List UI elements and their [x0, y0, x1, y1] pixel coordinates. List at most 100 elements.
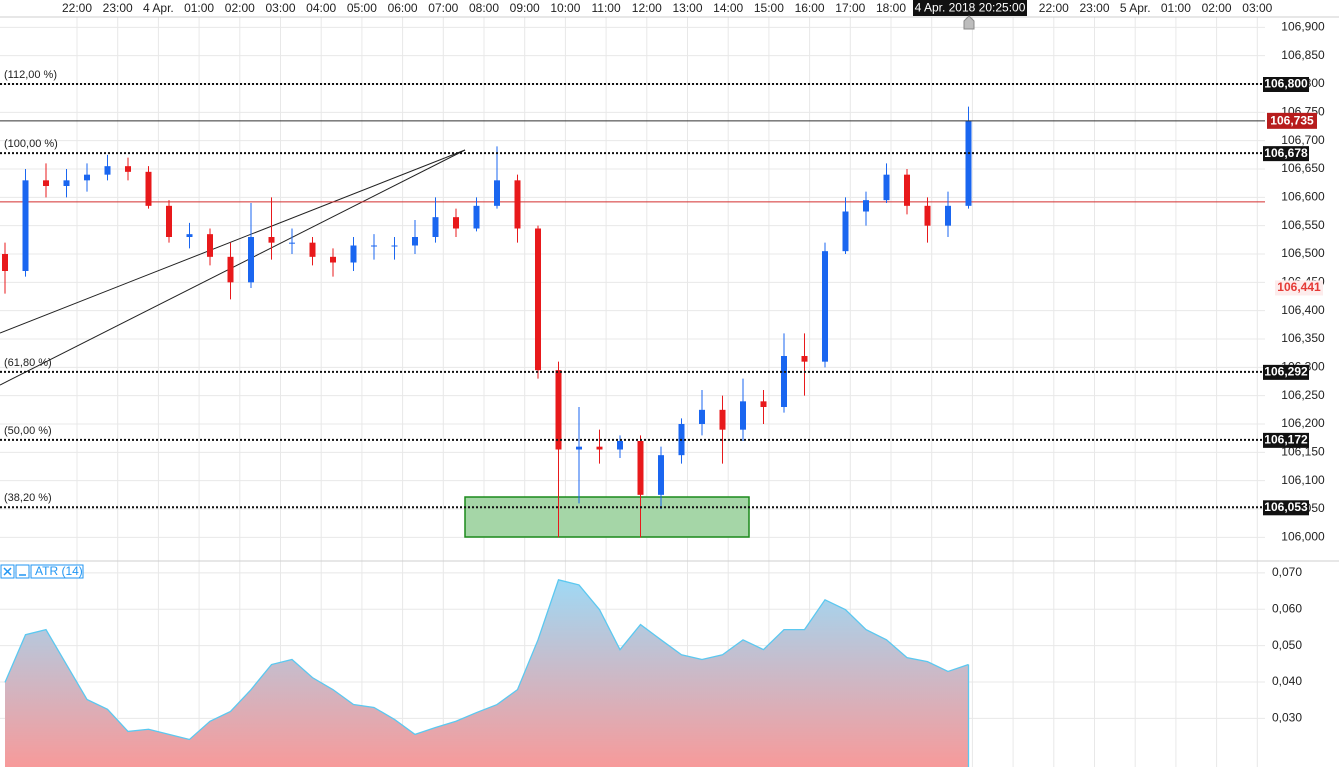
candle-body	[965, 120, 972, 206]
y2-tick-label: 0,030	[1272, 711, 1302, 725]
x-tick-label: 23:00	[103, 1, 133, 15]
x-tick-label: 05:00	[347, 1, 377, 15]
x-tick-label: 08:00	[469, 1, 499, 15]
fib-label: (38,20 %)	[4, 492, 52, 504]
candle-body	[330, 256, 336, 263]
x-tick-label: 01:00	[184, 1, 214, 15]
price-box	[1263, 77, 1309, 92]
candle-body	[145, 171, 152, 206]
price-box-label: 106,292	[1264, 365, 1308, 379]
fib-label: (61,80 %)	[4, 357, 52, 369]
candle-body	[945, 205, 951, 226]
support-zone	[464, 496, 750, 538]
x-tick-label: 11:00	[592, 1, 621, 15]
cursor-label-bg	[913, 0, 1027, 16]
y-tick-label: 106,400	[1281, 303, 1325, 317]
marker-price-box	[1275, 280, 1323, 296]
x-tick-label: 10:00	[550, 1, 580, 15]
candle-body	[207, 234, 213, 257]
minimize-button[interactable]	[15, 564, 30, 579]
y2-tick-label: 0,070	[1272, 565, 1302, 579]
indicator-label: ATR (14)	[35, 564, 83, 578]
y-tick-label: 106,550	[1281, 218, 1325, 232]
x-tick-label: 22:00	[1039, 1, 1069, 15]
candle-body	[309, 242, 316, 257]
candle-body	[596, 446, 603, 450]
x-tick-label: 09:00	[510, 1, 540, 15]
indicator-label-box	[30, 564, 84, 579]
candle-body	[186, 234, 193, 237]
x-tick-label: 22:00	[62, 1, 92, 15]
candle-body	[227, 256, 234, 283]
x-tick-label: 4 Apr.	[143, 1, 174, 15]
x-tick-label: 15:00	[754, 1, 784, 15]
y-tick-label: 106,100	[1281, 473, 1325, 487]
candle-body	[904, 174, 910, 206]
candle-body	[494, 180, 500, 206]
y-tick-label: 106,250	[1281, 388, 1325, 402]
price-box-label: 106,172	[1264, 433, 1308, 447]
x-tick-label: 14:00	[713, 1, 743, 15]
candle-body	[801, 356, 808, 362]
last-price-box	[1267, 112, 1317, 129]
x-tick-label: 01:00	[1161, 1, 1191, 15]
x-tick-label: 18:00	[876, 1, 906, 15]
price-box-label: 106,053	[1264, 500, 1308, 514]
candle-body	[166, 205, 172, 237]
candle-body	[84, 174, 90, 181]
candle-body	[637, 441, 644, 495]
candle-body	[658, 455, 664, 495]
candle-body	[555, 370, 562, 450]
candle-body	[432, 217, 439, 237]
x-tick-label: 04:00	[306, 1, 336, 15]
close-icon	[3, 567, 12, 576]
y-tick-label: 106,150	[1281, 445, 1325, 459]
indicator-controls: ATR (14)	[0, 564, 84, 579]
candle-body	[371, 245, 377, 247]
candle-body	[535, 228, 541, 371]
y2-tick-label: 0,040	[1272, 674, 1302, 688]
time-axis: 22:00 23:00 4 Apr. 01:00 02:00 03:00 04:00 05:0…	[0, 0, 1339, 18]
candle-body	[412, 237, 418, 246]
cursor-label: 4 Apr. 2018 20:25:00	[915, 1, 1026, 15]
atr-area	[5, 579, 969, 767]
candle-body	[576, 446, 582, 450]
y-tick-label: 106,500	[1281, 246, 1325, 260]
atr-line	[4, 579, 969, 741]
y2-tick-label: 0,060	[1272, 601, 1302, 615]
candle-body	[63, 180, 70, 186]
last-price-label: 106,735	[1270, 114, 1314, 128]
y-tick-label: 106,650	[1281, 161, 1325, 175]
candle-body	[699, 409, 705, 424]
candle-body	[842, 211, 849, 252]
x-tick-label: 06:00	[388, 1, 418, 15]
price-box	[1263, 364, 1309, 380]
x-tick-label: 16:00	[795, 1, 825, 15]
price-box-label: 106,800	[1264, 77, 1308, 91]
x-tick-label: 17:00	[835, 1, 865, 15]
y-tick-label: 106,600	[1281, 190, 1325, 204]
candle-body	[391, 245, 398, 247]
fib-label: (100,00 %)	[4, 138, 58, 150]
candle-body	[289, 242, 295, 244]
candle-body	[924, 205, 931, 226]
candle-body	[883, 174, 890, 201]
candle-body	[43, 180, 49, 186]
y-tick-label: 106,850	[1281, 48, 1325, 62]
candle-body	[863, 200, 869, 212]
candle-body	[617, 441, 623, 450]
cursor-arrow	[963, 15, 975, 30]
candle-body	[125, 166, 131, 172]
candle-body	[719, 409, 726, 430]
x-tick-label: 03:00	[265, 1, 295, 15]
y-tick-label: 106,350	[1281, 331, 1325, 345]
trend-line	[0, 149, 466, 334]
price-box	[1263, 146, 1309, 162]
plot	[0, 106, 1265, 538]
candle-body	[22, 180, 29, 271]
price-box	[1263, 432, 1309, 448]
candle-body	[248, 237, 254, 283]
y2-tick-label: 0,050	[1272, 638, 1302, 652]
x-tick-label: 5 Apr.	[1120, 1, 1151, 15]
